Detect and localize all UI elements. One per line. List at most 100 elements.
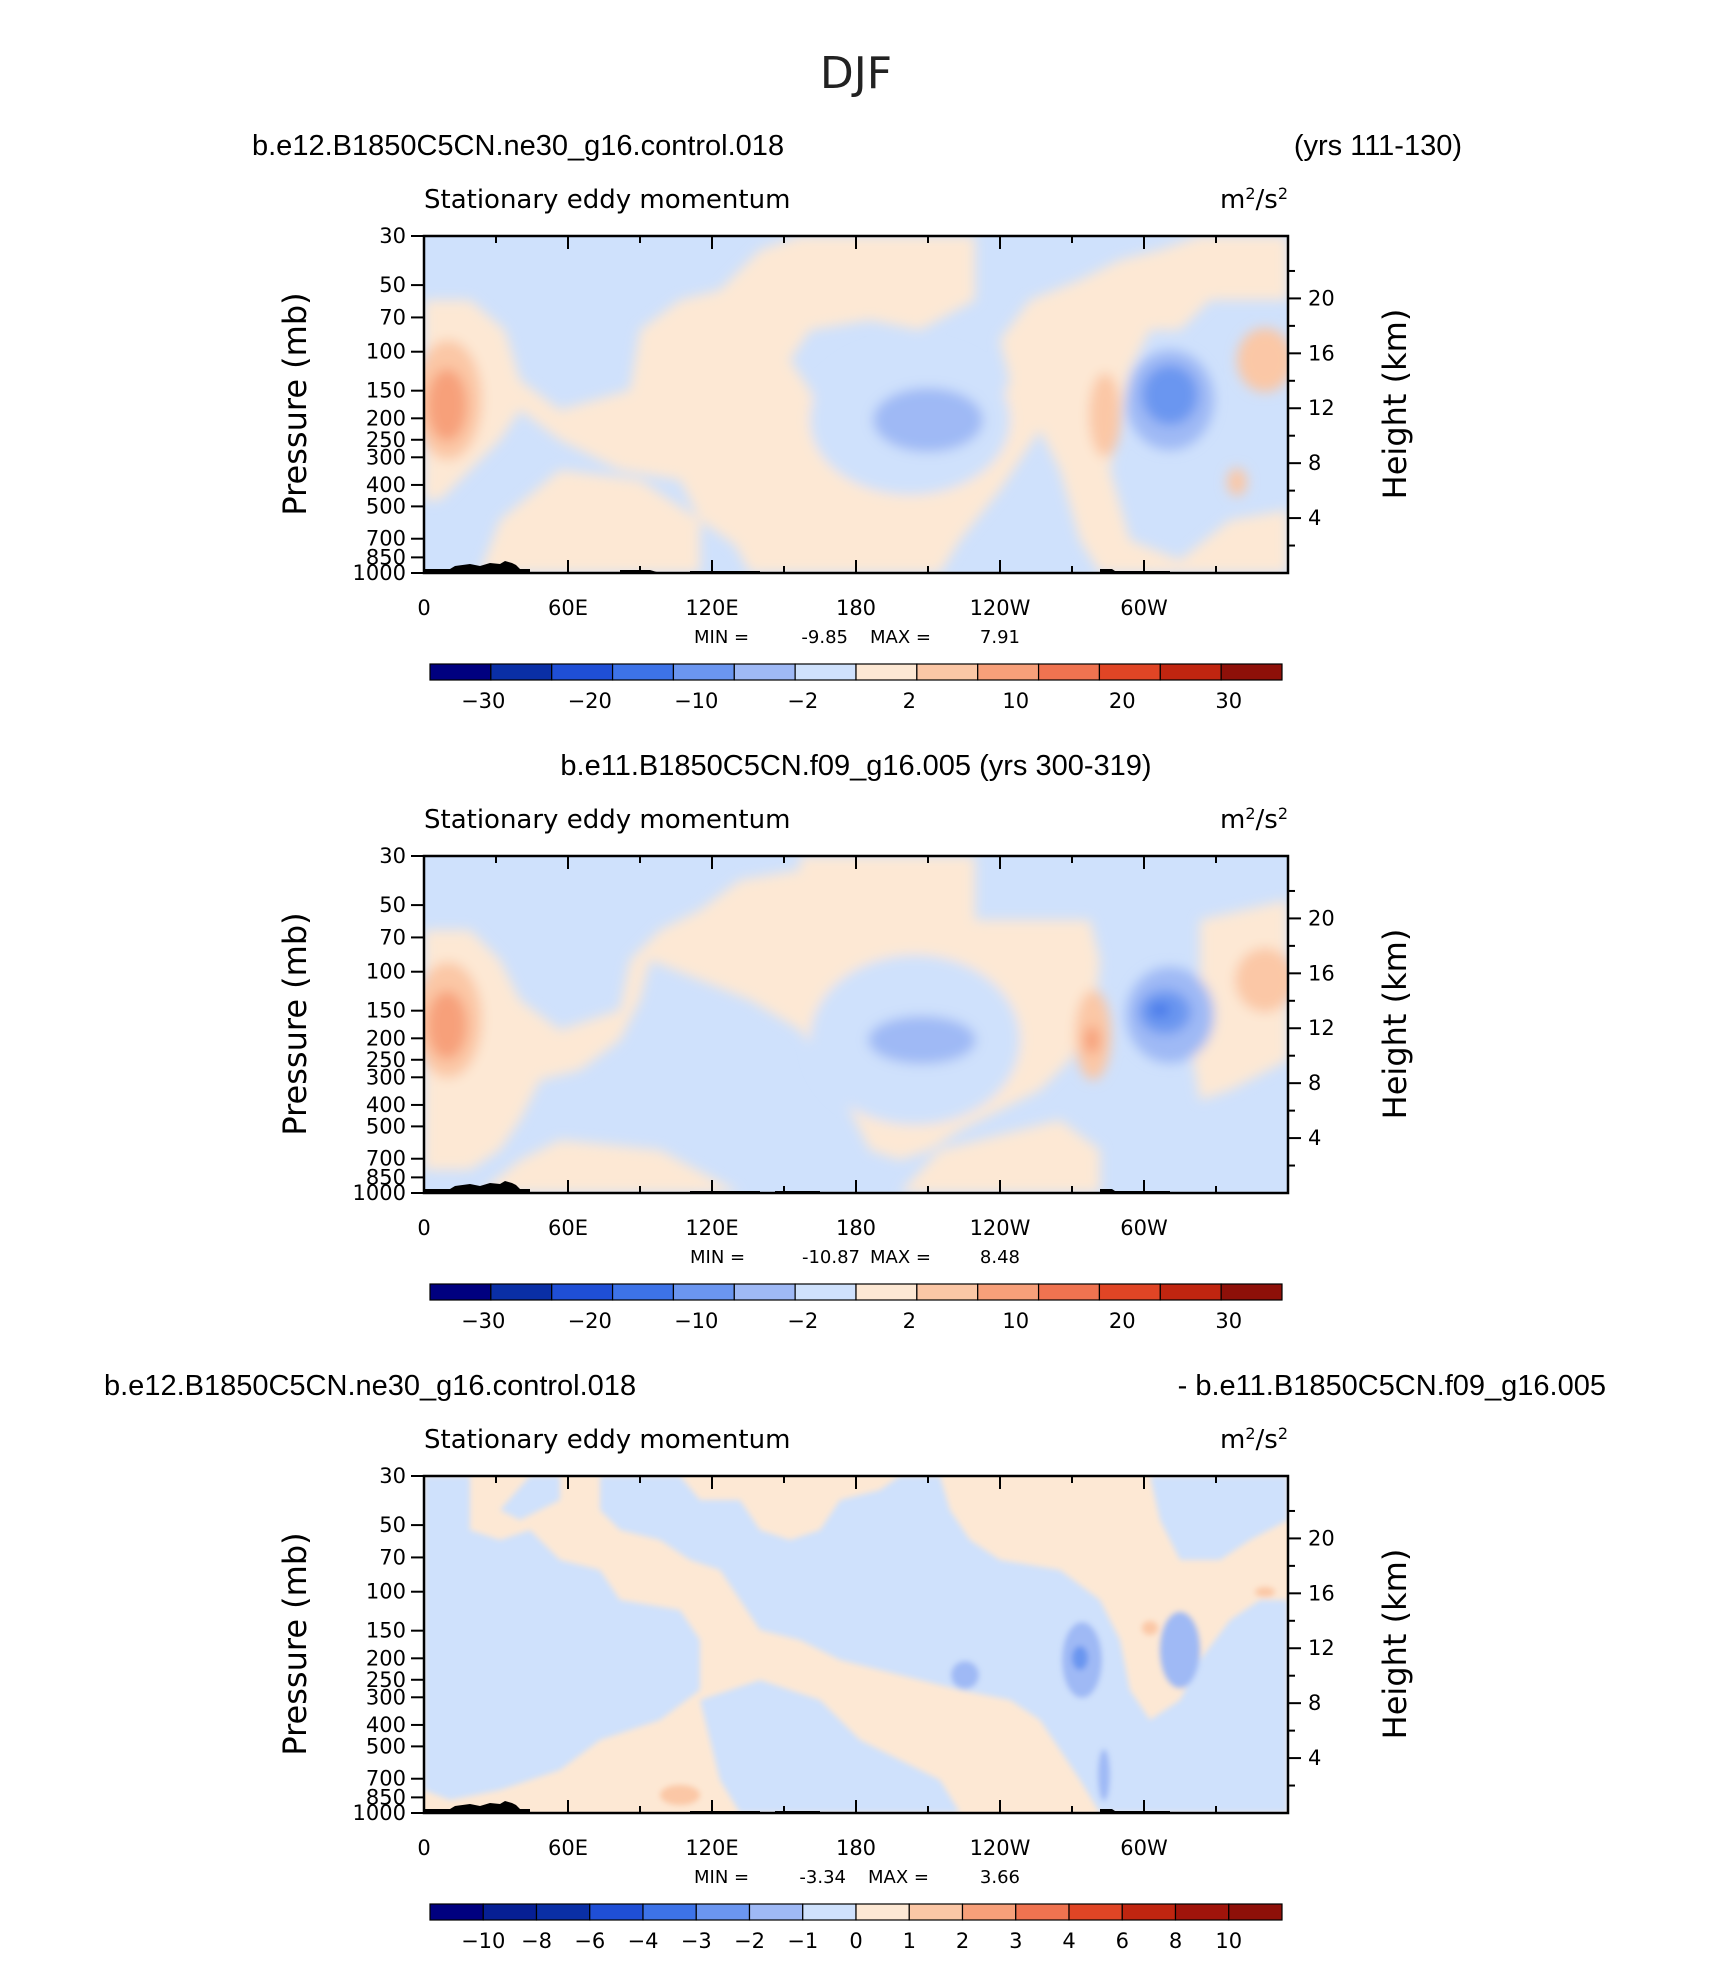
panel-3-colorbar-label: 1 — [903, 1929, 916, 1953]
panel-3-colorbar-box — [535, 1903, 591, 1921]
panel-3-ytick-right-label: 16 — [1308, 1581, 1335, 1605]
panel-3-colorbar-label: −3 — [681, 1929, 712, 1953]
panel-3-negative-region-a — [424, 1476, 700, 1800]
panel-1-colorbar-label: 30 — [1215, 689, 1242, 713]
panel-1-colorbar-box — [733, 663, 796, 681]
panel-2-colorbar-box — [794, 1283, 857, 1301]
panel-3-ytick-label: 700 — [366, 1767, 406, 1791]
panel-3-xtick-label: 0 — [417, 1836, 430, 1860]
panel-2-xtick-label: 60E — [548, 1216, 588, 1240]
panel-2-ytick-right-label: 4 — [1308, 1126, 1321, 1150]
panel-2-min-value: -10.87 — [802, 1247, 860, 1268]
panel-3-positive-small — [1142, 1621, 1158, 1635]
panel-1-xtick-label: 60W — [1120, 596, 1168, 620]
panel-2-field — [424, 856, 1288, 1193]
panel-2-ytick-label: 100 — [366, 960, 406, 984]
panel-1-min-value: -9.85 — [801, 627, 848, 648]
panel-2-ytick-label: 50 — [379, 893, 406, 917]
panel-3-min-value: -3.34 — [799, 1867, 846, 1888]
panel-1-ytick-right-label: 12 — [1308, 396, 1335, 420]
panel-2-xtick-label: 60W — [1120, 1216, 1168, 1240]
panel-2-colorbar: −30 −20 −10 −2 2 10 20 30 — [429, 1283, 1283, 1333]
panel-3-ytick-right-label: 4 — [1308, 1746, 1321, 1770]
panel-3-colorbar-box — [1121, 1903, 1177, 1921]
panel-2-ylabel-right: Height (km) — [1376, 929, 1414, 1120]
panel-3-colorbar-label: 2 — [956, 1929, 969, 1953]
panel-1-max-label: MAX = — [870, 627, 931, 648]
panel-3-min-label: MIN = — [694, 1867, 749, 1888]
panel-2-colorbar-label: −2 — [787, 1309, 818, 1333]
panel-1-colorbar-box — [490, 663, 553, 681]
panel-3-ylabel-left: Pressure (mb) — [276, 1532, 314, 1755]
panel-1-colorbar-label: 2 — [903, 689, 916, 713]
panel-3-colorbar-box — [1174, 1903, 1230, 1921]
panel-2-colorbar-box — [1098, 1283, 1161, 1301]
panel-2-ylabel-left: Pressure (mb) — [276, 912, 314, 1135]
panel-3-field — [424, 1476, 1288, 1813]
panel-3-ytick-label: 50 — [379, 1513, 406, 1537]
panel-3-colorbar-label: −2 — [734, 1929, 765, 1953]
panel-2-negative-east-core — [1150, 1004, 1170, 1016]
panel-1-colorbar-label: −20 — [568, 689, 612, 713]
panel-3-header-right: - b.e11.B1850C5CN.f09_g16.005 — [1178, 1370, 1606, 1402]
panel-1-colorbar: −30 −20 −10 −2 2 10 20 30 — [429, 663, 1283, 713]
panel-2-colorbar-label: −20 — [568, 1309, 612, 1333]
panel-2-ytick-label: 850 — [366, 1165, 406, 1189]
panel-3-ytick-label: 500 — [366, 1734, 406, 1758]
panel-1-positive-far-east — [1237, 328, 1288, 392]
figure-title: DJF — [820, 48, 892, 99]
panel-3-header-left: b.e12.B1850C5CN.ne30_g16.control.018 — [104, 1370, 636, 1402]
panel-2-ytick-label: 30 — [379, 844, 406, 868]
panel-1-xtick-label: 0 — [417, 596, 430, 620]
panel-2-colorbar-box — [490, 1283, 553, 1301]
panel-3-negative-region-b — [500, 1476, 560, 1520]
panel-3-ytick-label: 850 — [366, 1785, 406, 1809]
panel-2-ytick-label: 400 — [366, 1093, 406, 1117]
panel-2-ytick-label: 700 — [366, 1147, 406, 1171]
panel-2-colorbar-box — [551, 1283, 614, 1301]
panel-2-minmax: MIN = -10.87 MAX = 8.48 — [690, 1247, 1020, 1268]
panel-3-negative-small — [951, 1661, 979, 1689]
panel-2-header: b.e11.B1850C5CN.f09_g16.005 (yrs 300-319… — [560, 750, 1151, 782]
panel-3-colorbar-label: −4 — [628, 1929, 659, 1953]
panel-3-max-value: 3.66 — [980, 1867, 1020, 1888]
panel-3-colorbar-box — [1068, 1903, 1123, 1921]
panel-3-colorbar-label: −1 — [787, 1929, 818, 1953]
panel-2-colorbar-box — [672, 1283, 735, 1301]
panel-1-max-value: 7.91 — [980, 627, 1020, 648]
panel-1-ytick-label: 300 — [366, 445, 406, 469]
panel-3-ytick-right-label: 12 — [1308, 1636, 1335, 1660]
panel-3-colorbar-box — [429, 1903, 484, 1921]
panel-3-negative-region-d — [700, 1680, 960, 1813]
panel-2-xtick-label: 120E — [685, 1216, 738, 1240]
panel-1-colorbar-box — [1220, 663, 1283, 681]
panel-2-colorbar-label: 30 — [1215, 1309, 1242, 1333]
panel-1-negative-east-core — [1142, 365, 1198, 425]
panel-3-colorbar-box — [642, 1903, 697, 1921]
panel-1-ytick-label: 30 — [379, 224, 406, 248]
panel-2: b.e11.B1850C5CN.f09_g16.005 (yrs 300-319… — [276, 750, 1414, 1333]
panel-3-minmax: MIN = -3.34 MAX = 3.66 — [694, 1867, 1020, 1888]
panel-2-xtick-label: 180 — [836, 1216, 876, 1240]
panel-3-colorbar-box — [748, 1903, 804, 1921]
panel-3-ytick-right-label: 20 — [1308, 1526, 1335, 1550]
panel-1-ytick-label: 70 — [379, 305, 406, 329]
panel-2-ytick-label: 70 — [379, 925, 406, 949]
panel-3-colorbar-box — [695, 1903, 751, 1921]
panel-1-ytick-label: 850 — [366, 545, 406, 569]
panel-3-positive-small-2 — [1255, 1587, 1275, 1597]
panel-2-colorbar-box — [1037, 1283, 1101, 1301]
panel-1-colorbar-box — [1037, 663, 1101, 681]
panel-1-ytick-label: 50 — [379, 273, 406, 297]
panel-1-colorbar-label: −10 — [674, 689, 718, 713]
panel-2-ytick-label: 1000 — [353, 1181, 406, 1205]
panel-2-ytick-label: 300 — [366, 1065, 406, 1089]
panel-2-colorbar-label: −30 — [461, 1309, 505, 1333]
panel-1-positive-east — [1089, 373, 1121, 457]
panel-1-ytick-label: 250 — [366, 428, 406, 452]
panel-2-xtick-label: 0 — [417, 1216, 430, 1240]
panel-3-colorbar-label: 4 — [1062, 1929, 1075, 1953]
